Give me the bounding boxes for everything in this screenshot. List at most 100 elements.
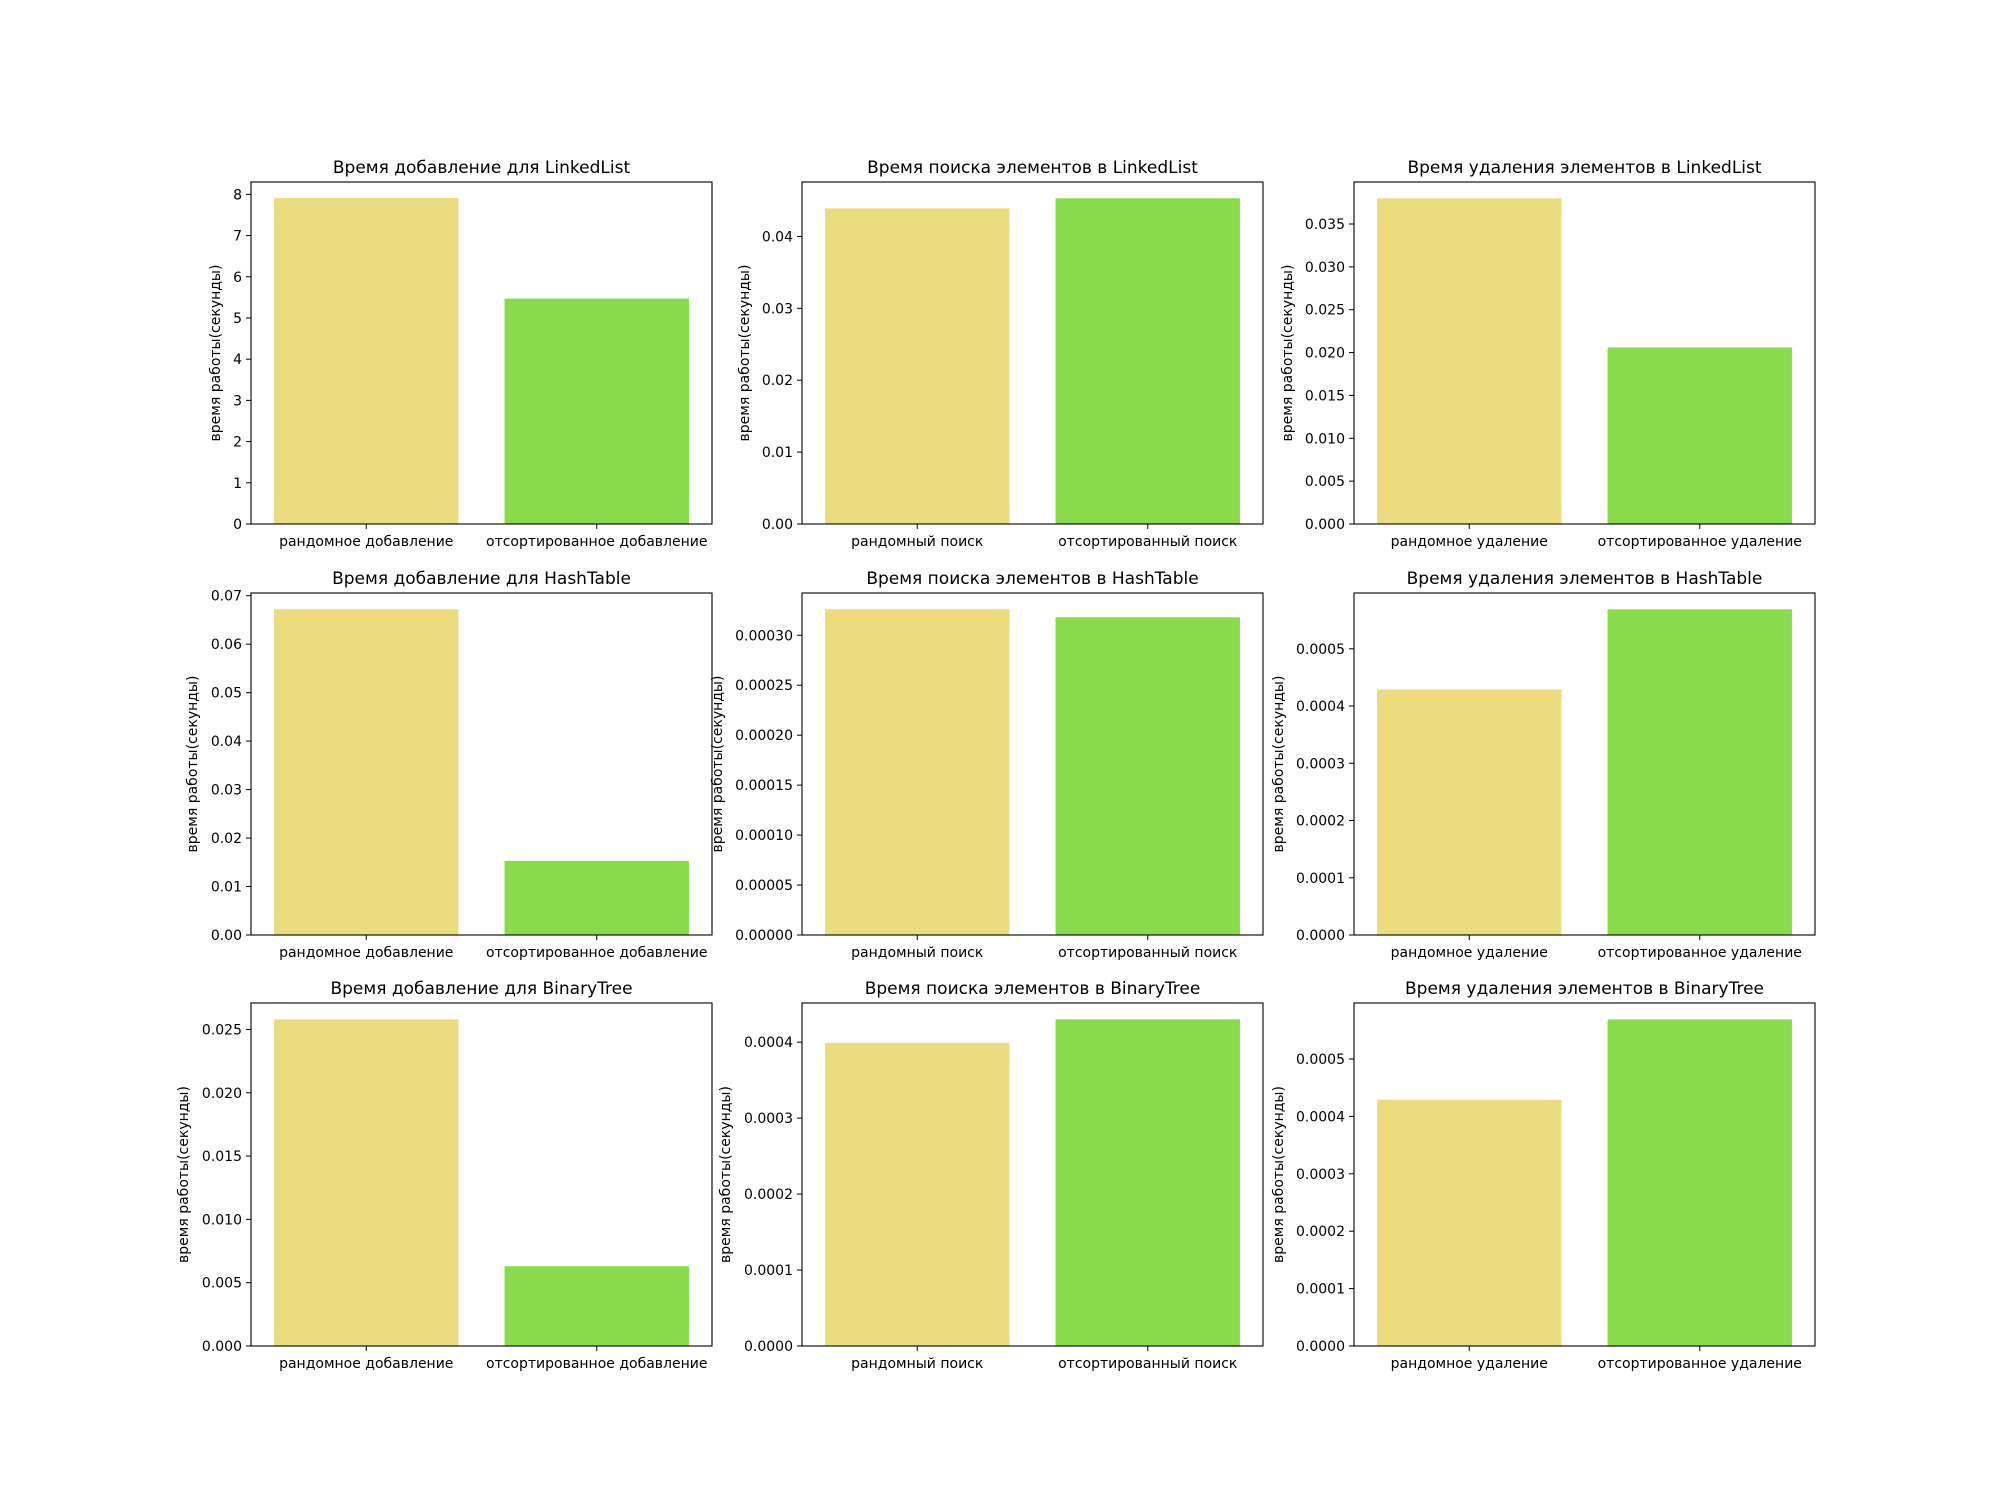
y-tick-label: 0.0005 <box>1296 642 1345 658</box>
y-tick-label: 0.03 <box>211 783 242 799</box>
y-tick-label: 0.015 <box>1305 388 1345 404</box>
y-tick-label: 1 <box>233 476 242 492</box>
bar-sorted <box>504 860 689 935</box>
chart-panel-2: 0.00 0.01 0.02 0.03 0.04 рандомный поиск отсор… <box>737 158 1264 550</box>
y-tick-label: 0.010 <box>1305 431 1345 447</box>
y-tick-label: 0.0003 <box>744 1111 793 1127</box>
y-tick-label: 3 <box>233 393 242 409</box>
y-tick-label: 0.01 <box>211 880 242 896</box>
chart-title: Время поиска элементов в HashTable <box>866 569 1198 589</box>
x-tick-label: рандомное удаление <box>1391 1356 1548 1372</box>
y-tick-label: 0.00 <box>762 517 793 533</box>
y-tick-label: 0.025 <box>202 1022 242 1038</box>
y-tick-label: 0.07 <box>211 589 242 605</box>
chart-panel-5: 0.00000 0.00005 0.00010 0.00015 0.00020 0.000… <box>710 569 1264 961</box>
x-tick-label: отсортированное удаление <box>1598 534 1802 550</box>
x-tick-label: отсортированный поиск <box>1058 945 1237 961</box>
chart-title: Время поиска элементов в BinaryTree <box>865 979 1201 999</box>
y-tick-label: 0.0000 <box>744 1339 793 1355</box>
y-tick-label: 0.035 <box>1305 217 1345 233</box>
bar-sorted <box>1055 1019 1240 1346</box>
bar-random <box>825 609 1010 935</box>
chart-panel-9: 0.0000 0.0001 0.0002 0.0003 0.0004 0.0005 ранд… <box>1271 979 1816 1372</box>
axes-frame <box>801 181 1264 525</box>
x-tick-label: рандомное добавление <box>279 1356 453 1372</box>
chart-panel-4: 0.00 0.01 0.02 0.03 0.04 0.05 0.06 0.07 рандомно… <box>185 569 713 961</box>
y-tick-label: 7 <box>233 229 242 245</box>
axes-frame <box>250 1002 713 1347</box>
y-tick-label: 0.0004 <box>1296 699 1345 715</box>
bar-random <box>274 198 459 524</box>
y-tick-label: 0.0002 <box>1296 814 1345 830</box>
chart-title: Время добавление для LinkedList <box>333 158 631 178</box>
y-tick-label: 0.0002 <box>744 1187 793 1203</box>
bar-sorted <box>1607 347 1792 524</box>
y-tick-label: 0.025 <box>1305 303 1345 319</box>
bar-random <box>825 208 1010 524</box>
y-axis-label: время работы(секунды) <box>176 1086 192 1263</box>
y-tick-label: 0.0003 <box>1296 756 1345 772</box>
y-tick-label: 0.06 <box>211 637 242 653</box>
x-tick-label: отсортированный поиск <box>1058 534 1237 550</box>
bar-random <box>825 1042 1010 1346</box>
chart-panel-1: 0 1 2 3 4 5 6 7 8 рандомное добавление отсортирова… <box>208 158 713 550</box>
y-tick-label: 0.00025 <box>735 678 793 694</box>
chart-title: Время удаления элементов в LinkedList <box>1407 158 1761 178</box>
y-tick-label: 0.020 <box>1305 346 1345 362</box>
chart-title: Время удаления элементов в HashTable <box>1407 569 1763 589</box>
y-tick-label: 0.020 <box>202 1086 242 1102</box>
chart-title: Время поиска элементов в LinkedList <box>867 158 1198 178</box>
bar-sorted <box>1055 617 1240 935</box>
y-tick-label: 0.0001 <box>744 1263 793 1279</box>
bar-random <box>274 1019 459 1346</box>
y-tick-label: 0.04 <box>211 734 242 750</box>
y-tick-label: 0.00010 <box>735 828 793 844</box>
y-tick-label: 2 <box>233 435 242 451</box>
y-axis-label: время работы(секунды) <box>1271 1086 1287 1263</box>
y-axis-label: время работы(секунды) <box>737 265 753 442</box>
y-tick-label: 0.00000 <box>735 928 793 944</box>
y-tick-label: 0.02 <box>211 831 242 847</box>
y-tick-label: 0.00005 <box>735 878 793 894</box>
bar-sorted <box>504 298 689 524</box>
chart-panel-7: 0.000 0.005 0.010 0.015 0.020 0.025 рандомное … <box>176 979 713 1372</box>
x-tick-label: отсортированное добавление <box>486 1356 707 1372</box>
y-axis-label: время работы(секунды) <box>185 676 201 853</box>
y-tick-label: 6 <box>233 270 242 286</box>
y-axis-label: время работы(секунды) <box>208 265 224 442</box>
axes-frame <box>250 181 713 525</box>
x-tick-label: рандомное удаление <box>1391 945 1548 961</box>
bar-sorted <box>1607 1019 1792 1346</box>
y-tick-label: 0.0000 <box>1296 1339 1345 1355</box>
y-tick-label: 0.015 <box>202 1149 242 1165</box>
axes-frame <box>1353 1002 1816 1347</box>
y-tick-label: 0.0001 <box>1296 1282 1345 1298</box>
x-tick-label: рандомный поиск <box>851 534 983 550</box>
y-tick-label: 0.01 <box>762 445 793 461</box>
y-axis-label: время работы(секунды) <box>1271 676 1287 853</box>
chart-panel-8: 0.0000 0.0001 0.0002 0.0003 0.0004 рандомный … <box>718 979 1264 1372</box>
y-tick-label: 0.0002 <box>1296 1224 1345 1240</box>
y-axis-label: время работы(секунды) <box>1280 265 1296 442</box>
bar-sorted <box>1055 198 1240 524</box>
y-axis-label: время работы(секунды) <box>718 1086 734 1263</box>
axes-frame <box>801 1002 1264 1347</box>
x-tick-label: рандомное добавление <box>279 945 453 961</box>
y-tick-label: 0.005 <box>1305 474 1345 490</box>
y-tick-label: 0.0004 <box>744 1035 793 1051</box>
y-tick-label: 0.05 <box>211 686 242 702</box>
y-tick-label: 0.03 <box>762 301 793 317</box>
x-tick-label: отсортированное добавление <box>486 945 707 961</box>
chart-title: Время добавление для HashTable <box>332 569 631 589</box>
chart-title: Время добавление для BinaryTree <box>330 979 632 999</box>
x-tick-label: рандомное добавление <box>279 534 453 550</box>
y-tick-label: 0.00 <box>211 928 242 944</box>
y-tick-label: 8 <box>233 187 242 203</box>
axes-frame <box>1353 592 1816 936</box>
bar-sorted <box>504 1266 689 1346</box>
chart-panel-3: 0.000 0.005 0.010 0.015 0.020 0.025 0.030 0.035… <box>1280 158 1816 550</box>
axes-frame <box>801 592 1264 936</box>
y-tick-label: 0.030 <box>1305 260 1345 276</box>
x-tick-label: отсортированное удаление <box>1598 945 1802 961</box>
